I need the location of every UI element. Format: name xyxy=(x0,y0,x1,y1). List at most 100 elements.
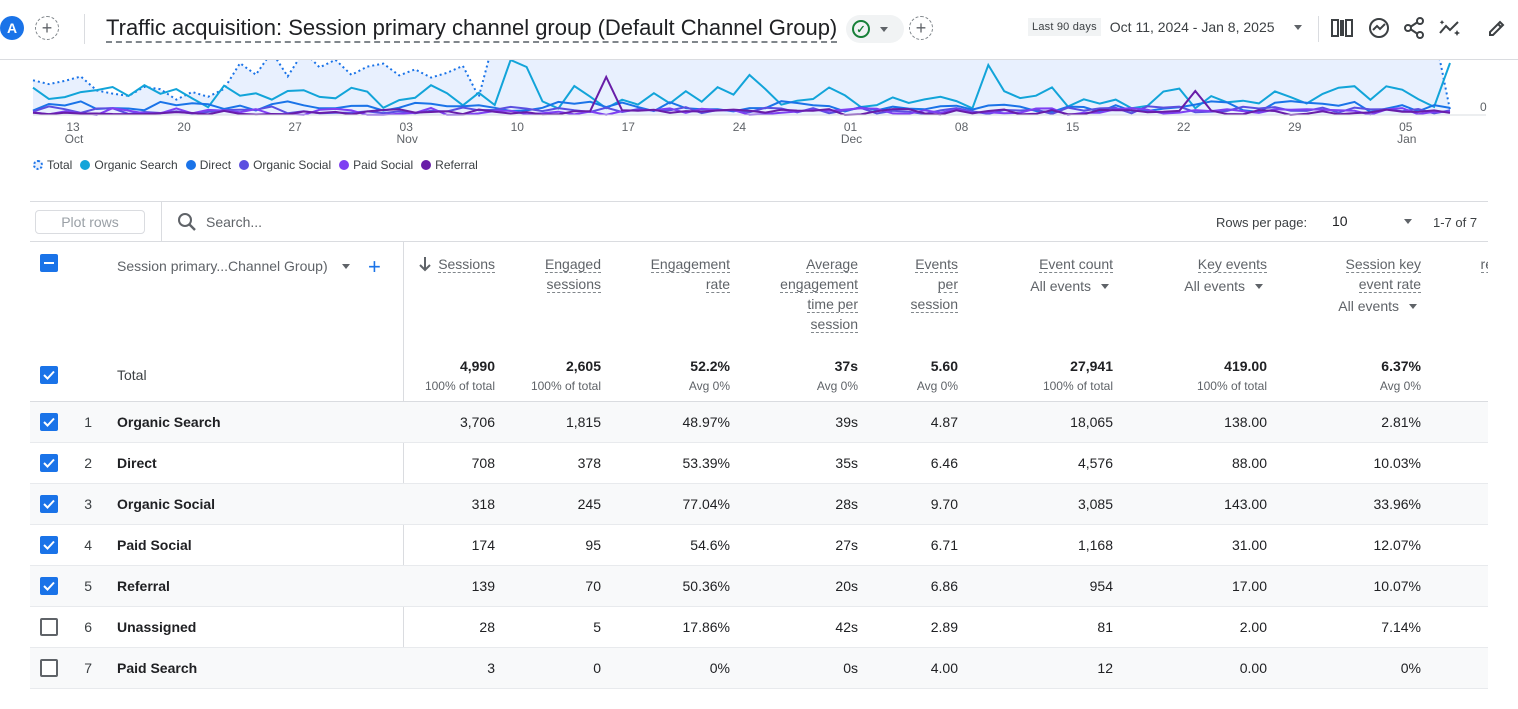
legend-item[interactable]: Organic Social xyxy=(239,158,331,172)
report-header: A + Traffic acquisition: Session primary… xyxy=(0,0,1518,60)
event-filter-select[interactable]: All events xyxy=(1261,296,1421,316)
table-row[interactable]: 5 Referral 139 70 50.36% 20s 6.86 954 17.00 10.07… xyxy=(30,566,1488,607)
event-filter-select[interactable]: All events xyxy=(1117,276,1267,296)
legend-item[interactable]: Organic Search xyxy=(80,158,178,172)
metric-column-header[interactable]: Events per session xyxy=(868,254,958,314)
add-comparison-button[interactable]: + xyxy=(35,16,59,40)
metric-header-label: rev xyxy=(1480,256,1488,273)
table-cell: 95 xyxy=(585,537,601,553)
event-filter-select[interactable]: All events xyxy=(963,276,1113,296)
row-checkbox[interactable] xyxy=(40,659,58,677)
account-avatar[interactable]: A xyxy=(0,16,24,40)
insights-button[interactable] xyxy=(1367,16,1391,40)
table-cell: $ xyxy=(1440,414,1488,430)
metric-header-label: rate xyxy=(705,276,730,293)
legend-label: Total xyxy=(47,158,73,172)
table-cell: 0 xyxy=(593,660,601,676)
legend-item[interactable]: Total xyxy=(33,158,72,172)
total-value: 5.60 xyxy=(930,358,958,374)
table-cell: 10.07% xyxy=(1373,578,1421,594)
edit-report-button[interactable] xyxy=(1485,16,1509,40)
check-icon xyxy=(43,499,55,509)
row-checkbox[interactable] xyxy=(40,495,58,513)
metric-column-header[interactable]: Engagement rate xyxy=(610,254,730,294)
report-status-chip[interactable]: ✓ xyxy=(846,15,904,43)
check-icon xyxy=(43,370,55,380)
add-filter-button[interactable]: + xyxy=(909,16,933,40)
plus-icon: + xyxy=(915,18,927,38)
table-cell: 378 xyxy=(577,455,601,471)
metric-header-label: Engagement xyxy=(650,256,730,273)
row-dimension-label: Unassigned xyxy=(117,619,197,635)
table-cell: $ xyxy=(1440,455,1488,471)
header-divider xyxy=(1318,16,1319,42)
legend-item[interactable]: Paid Social xyxy=(339,158,413,172)
x-tick-month-label: Dec xyxy=(841,132,862,146)
table-toolbar: Plot rows Rows per page: 10 1-7 of 7 xyxy=(30,201,1488,242)
table-search-input[interactable] xyxy=(206,211,506,233)
metric-header-label: session xyxy=(910,296,958,313)
row-checkbox[interactable] xyxy=(40,577,58,595)
total-subtext: 100% of total xyxy=(424,379,495,393)
metric-column-header[interactable]: rev xyxy=(1440,254,1488,274)
table-row[interactable]: 1 Organic Search 3,706 1,815 48.97% 39s 4.87 18… xyxy=(30,402,1488,443)
row-number: 4 xyxy=(84,537,92,553)
legend-item[interactable]: Direct xyxy=(185,158,231,172)
select-all-checkbox[interactable] xyxy=(40,254,58,272)
metric-header-label: Event count xyxy=(1039,256,1113,273)
table-cell: $ xyxy=(1440,496,1488,512)
row-number: 7 xyxy=(84,660,92,676)
event-filter-value: All events xyxy=(1030,278,1091,294)
dimension-column-header[interactable]: Session primary...Channel Group) xyxy=(117,258,350,274)
metric-column-header[interactable]: Average engagement time per session xyxy=(748,254,858,334)
table-cell: 10.03% xyxy=(1373,455,1421,471)
check-icon xyxy=(43,458,55,468)
total-subtext: Avg 0% xyxy=(916,379,958,393)
legend-item[interactable]: Referral xyxy=(421,158,478,172)
totals-row: Total 4,990 100% of total 2,605 100% of tot… xyxy=(30,352,1488,402)
date-range-picker[interactable]: Last 90 days Oct 11, 2024 - Jan 8, 2025 xyxy=(1028,18,1302,36)
x-tick-label: 24 xyxy=(733,120,747,134)
sort-descending-icon[interactable] xyxy=(418,256,432,272)
row-checkbox[interactable] xyxy=(40,413,58,431)
row-checkbox[interactable] xyxy=(40,618,58,636)
table-row[interactable]: 2 Direct 708 378 53.39% 35s 6.46 4,576 88.00 10.0… xyxy=(30,443,1488,484)
event-filter-value: All events xyxy=(1184,278,1245,294)
check-circle-icon: ✓ xyxy=(852,20,870,38)
table-row[interactable]: 7 Paid Search 3 0 0% 0s 4.00 12 0.00 0% $ xyxy=(30,648,1488,689)
compare-chart-icon xyxy=(1369,18,1389,38)
toolbar-divider xyxy=(161,202,162,242)
chevron-down-icon xyxy=(341,263,350,269)
totals-checkbox[interactable] xyxy=(40,366,58,384)
rows-per-page-select[interactable]: 10 xyxy=(1332,213,1412,229)
check-icon xyxy=(43,581,55,591)
x-tick-label: 17 xyxy=(622,120,636,134)
row-checkbox[interactable] xyxy=(40,536,58,554)
x-tick-label: 13 xyxy=(66,120,80,134)
table-cell: 54.6% xyxy=(690,537,730,553)
page-title[interactable]: Traffic acquisition: Session primary cha… xyxy=(106,15,838,43)
metric-column-header[interactable]: Key events All events xyxy=(1117,254,1267,296)
x-tick-month-label: Jan xyxy=(1397,132,1416,146)
row-checkbox[interactable] xyxy=(40,454,58,472)
table-cell: 174 xyxy=(471,537,495,553)
search-icon xyxy=(177,212,197,232)
table-row[interactable]: 4 Paid Social 174 95 54.6% 27s 6.71 1,168 31.00 1… xyxy=(30,525,1488,566)
total-value: $ xyxy=(1440,358,1488,374)
insights-sparkle-button[interactable] xyxy=(1438,16,1462,40)
date-range-text: Oct 11, 2024 - Jan 8, 2025 xyxy=(1109,19,1275,35)
add-dimension-button[interactable]: + xyxy=(368,254,381,279)
metric-column-header[interactable]: Event count All events xyxy=(963,254,1113,296)
metric-column-header[interactable]: Sessions xyxy=(375,254,495,274)
metric-column-header[interactable]: Session key event rate All events xyxy=(1261,254,1421,316)
metric-column-header[interactable]: Engaged sessions xyxy=(491,254,601,294)
share-button[interactable] xyxy=(1402,16,1426,40)
plot-rows-button[interactable]: Plot rows xyxy=(35,210,145,234)
chevron-down-icon xyxy=(1404,218,1412,224)
metric-header-label: time per xyxy=(807,296,858,313)
metric-header-label: engagement xyxy=(780,276,858,293)
customize-report-button[interactable] xyxy=(1330,16,1354,40)
dimension-column-divider xyxy=(403,242,404,689)
table-row[interactable]: 3 Organic Social 318 245 77.04% 28s 9.70 3,085 1… xyxy=(30,484,1488,525)
table-row[interactable]: 6 Unassigned 28 5 17.86% 42s 2.89 81 2.00 7.14% $ xyxy=(30,607,1488,648)
